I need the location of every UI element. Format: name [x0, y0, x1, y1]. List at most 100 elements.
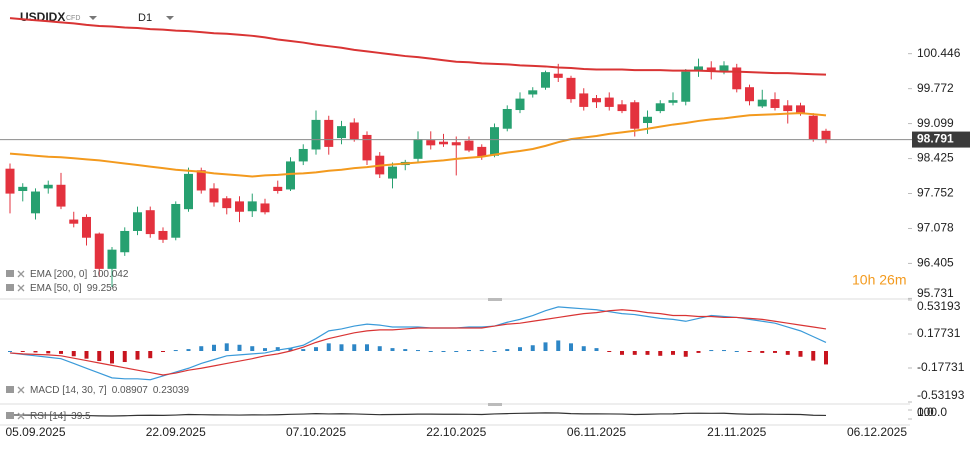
candle-body	[490, 127, 499, 156]
indicator-legend: RSI [14] 39.5	[30, 411, 91, 422]
panel-resize-handle[interactable]	[488, 298, 502, 301]
candle-body	[196, 170, 206, 191]
candle-body	[821, 130, 831, 140]
candle-body	[464, 140, 474, 151]
candle-body	[604, 97, 614, 107]
histogram-bar	[479, 350, 484, 352]
y-tick-label: 0.17731	[917, 326, 961, 340]
candle-body	[120, 230, 130, 253]
histogram-bar	[122, 351, 127, 363]
histogram-bar	[798, 351, 803, 357]
candle-body	[158, 230, 168, 240]
visibility-icon[interactable]	[6, 412, 14, 419]
candle-body	[145, 210, 155, 235]
candle-body	[668, 100, 678, 103]
legend-name: MACD [14, 30, 7]	[30, 385, 107, 396]
timeframe[interactable]: D1	[138, 12, 152, 24]
candle-body	[31, 191, 40, 214]
histogram-bar	[173, 350, 178, 352]
histogram-bar	[594, 348, 599, 351]
histogram-bar	[377, 346, 382, 351]
candle-body	[617, 104, 627, 112]
candle-body	[770, 99, 780, 108]
x-tick-label: 07.10.2025	[286, 425, 346, 439]
y-tick-label: 99.772	[917, 81, 954, 95]
candle-body	[694, 66, 703, 71]
histogram-bar	[518, 347, 522, 351]
candle-body	[757, 99, 767, 107]
legend-name: RSI [14]	[30, 411, 66, 422]
remove-icon[interactable]	[17, 284, 25, 292]
histogram-bar	[352, 344, 357, 351]
candle-body	[337, 126, 346, 139]
indicator-legend: EMA [200, 0] 100.042	[30, 269, 129, 280]
histogram-bar	[416, 350, 420, 352]
histogram-bar	[569, 343, 573, 351]
timeframe-dropdown[interactable]	[166, 16, 174, 20]
histogram-bar	[97, 351, 102, 362]
visibility-icon[interactable]	[6, 284, 14, 291]
candle-body	[630, 102, 640, 129]
histogram-bar	[59, 351, 63, 354]
histogram-bar	[403, 349, 408, 351]
histogram-bar	[620, 351, 624, 355]
histogram-bar	[709, 350, 714, 352]
legend-value: 99.256	[87, 283, 118, 294]
candle-body	[655, 103, 665, 112]
remove-icon[interactable]	[17, 386, 25, 394]
candle-body	[732, 67, 742, 90]
remove-icon[interactable]	[17, 412, 25, 420]
candle-body	[477, 146, 487, 157]
legend-value: 0.23039	[153, 385, 190, 396]
histogram-bar	[237, 344, 242, 351]
y-tick-label: 96.405	[917, 256, 954, 270]
histogram-bar	[773, 351, 777, 353]
histogram-bar	[135, 351, 140, 360]
histogram-bar	[263, 348, 267, 351]
histogram-bar	[556, 340, 561, 351]
histogram-bar	[530, 345, 535, 351]
panel-resize-handle[interactable]	[488, 403, 502, 406]
histogram-bar	[250, 346, 255, 351]
histogram-bar	[33, 351, 38, 353]
remove-icon[interactable]	[17, 270, 25, 278]
histogram-bar	[683, 351, 688, 357]
x-tick-label: 06.11.2025	[567, 425, 626, 439]
histogram-bar	[390, 348, 395, 351]
legend-value: 100.042	[92, 269, 129, 280]
histogram-bar	[110, 351, 114, 364]
legend-name: EMA [50, 0]	[30, 283, 82, 294]
y-tick-label: 98.425	[917, 151, 954, 165]
instrument-type: CFD	[66, 15, 80, 22]
histogram-bar	[365, 344, 369, 351]
histogram-bar	[8, 351, 12, 352]
y-tick-label: 100.0	[917, 405, 947, 419]
candle-body	[426, 140, 436, 146]
candle-body	[349, 122, 359, 140]
candle-body	[528, 90, 538, 95]
candle-body	[286, 161, 295, 190]
symbol-dropdown[interactable]	[89, 16, 97, 20]
indicator-legend: MACD [14, 30, 7] 0.08907 0.23039	[30, 385, 189, 396]
histogram-bar	[632, 351, 637, 355]
last-price-label: 98.791	[917, 132, 954, 146]
histogram-bar	[671, 351, 675, 355]
visibility-icon[interactable]	[6, 386, 14, 393]
histogram-bar	[581, 346, 586, 351]
histogram-bar	[148, 351, 153, 359]
candle-body	[388, 166, 397, 179]
candle-body	[247, 201, 257, 212]
y-tick-label: 0.0	[917, 405, 934, 419]
histogram-bar	[20, 351, 25, 352]
candle-body	[783, 105, 793, 112]
histogram-bar	[785, 351, 790, 355]
histogram-bar	[454, 351, 459, 352]
visibility-icon[interactable]	[6, 270, 14, 277]
candle-body	[5, 168, 15, 194]
histogram-bar	[199, 346, 204, 351]
candle-body	[324, 119, 334, 147]
histogram-bar	[441, 351, 446, 352]
candle-body	[681, 71, 691, 102]
x-tick-label: 22.09.2025	[146, 425, 206, 439]
